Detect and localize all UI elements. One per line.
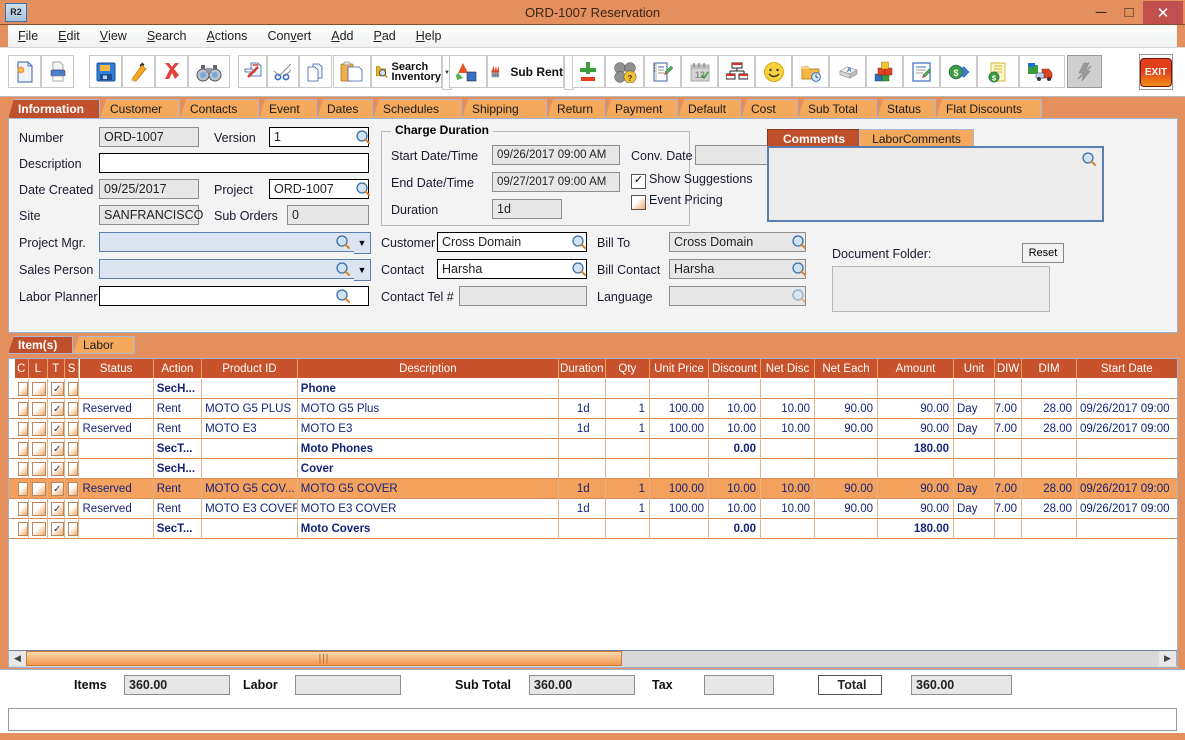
svg-text:$: $ (953, 68, 958, 78)
svg-text:A: A (845, 66, 852, 74)
svg-text:?: ? (627, 74, 632, 83)
